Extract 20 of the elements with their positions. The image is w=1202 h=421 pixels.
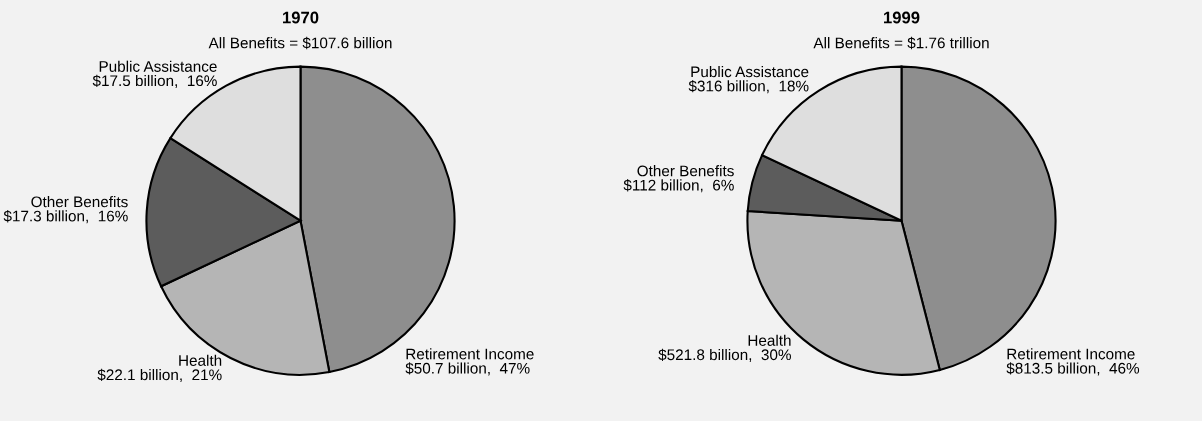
slice-label: Public Assistance — [691, 65, 809, 78]
data-label: $813.5 billion, 46% — [1006, 362, 1140, 376]
data-label: $316 billion, 18% — [688, 79, 809, 94]
data-label: $22.1 billion, 21% — [97, 368, 222, 382]
chart-subtitle: All Benefits = $1.76 trillion — [813, 36, 989, 50]
chart-subtitle: All Benefits = $107.6 billion — [208, 36, 392, 50]
slice-label: Health — [748, 334, 791, 346]
data-label: $17.5 billion, 16% — [92, 74, 217, 88]
slice-label: Other Benefits — [637, 165, 734, 177]
data-label: $17.3 billion, 16% — [3, 210, 128, 224]
data-label: $50.7 billion, 47% — [405, 362, 530, 376]
chart-title: 1999 — [884, 11, 920, 24]
chart-title: 1970 — [283, 11, 319, 24]
slice-label: Retirement Income — [406, 348, 534, 360]
slice-label: Public Assistance — [99, 60, 217, 72]
data-label: $521.8 billion, 30% — [658, 348, 791, 362]
slice-label: Retirement Income — [1007, 348, 1135, 360]
data-label: $112 billion, 6% — [623, 179, 734, 193]
slice-label: Other Benefits — [31, 196, 128, 208]
slice-label: Health — [179, 354, 222, 366]
